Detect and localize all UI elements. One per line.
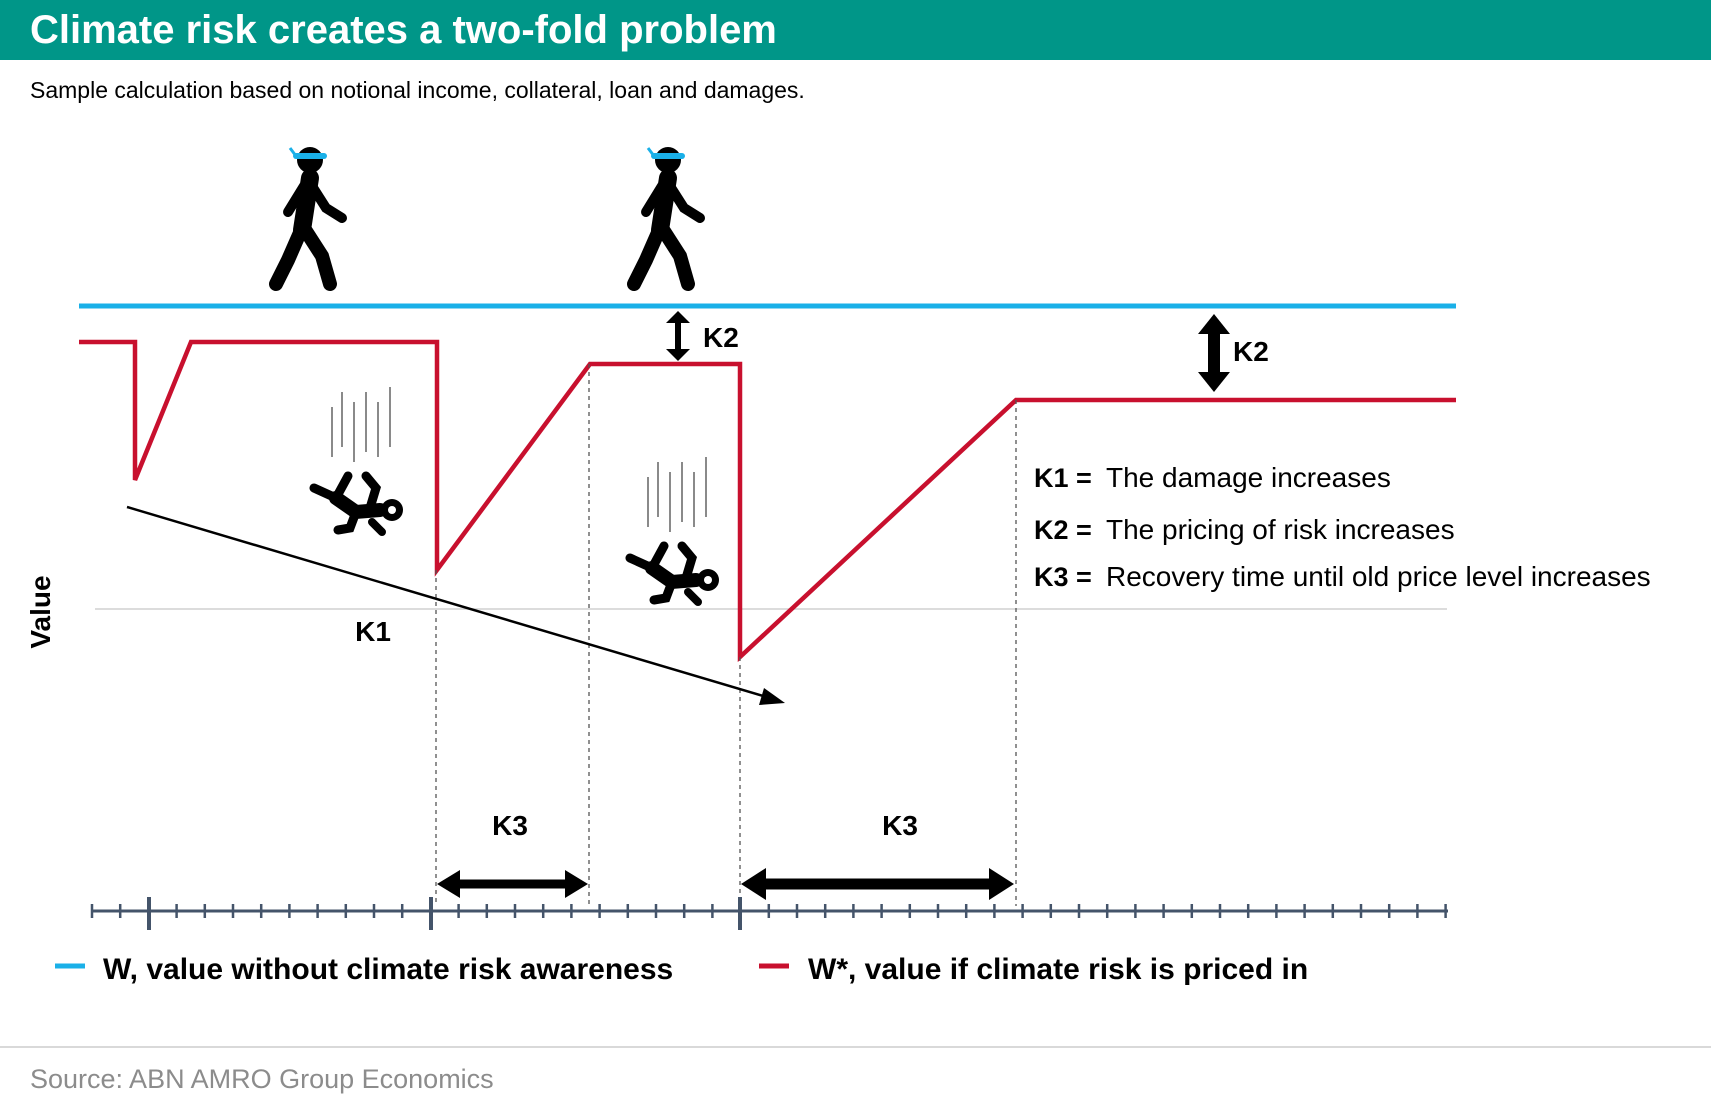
definitions-list: K1 = The damage increases K2 = The prici… (1034, 462, 1651, 592)
k3-label-left: K3 (492, 810, 528, 841)
definition-k3-text: Recovery time until old price level incr… (1106, 561, 1651, 592)
definition-k2-text: The pricing of risk increases (1106, 514, 1455, 545)
k3-label-right: K3 (882, 810, 918, 841)
source-divider (0, 1046, 1711, 1048)
k1-trend-arrow (126, 505, 771, 700)
definition-k1-text: The damage increases (1106, 462, 1391, 493)
y-axis-label: Value (25, 575, 56, 648)
falling-person-icon (630, 457, 719, 602)
dashed-guides (435, 364, 1017, 906)
legend-label-w-star: W*, value if climate risk is priced in (808, 953, 1308, 986)
page-title: Climate risk creates a two-fold problem (30, 8, 777, 52)
k1-arrowhead (759, 688, 785, 705)
falling-person-icon (314, 387, 403, 532)
walking-person-icon (634, 147, 700, 284)
definition-k2-key: K2 = (1034, 515, 1092, 545)
definition-k1-key: K1 = (1034, 463, 1092, 493)
time-axis (90, 897, 1448, 930)
k2-label-right: K2 (1233, 336, 1269, 367)
k1-label: K1 (355, 616, 391, 647)
k2-arrow-large (1198, 314, 1230, 392)
source-note: Source: ABN AMRO Group Economics (30, 1064, 494, 1094)
w-star-line (79, 339, 1456, 663)
k2-arrow-small (666, 311, 690, 361)
page-subtitle: Sample calculation based on notional inc… (30, 77, 805, 103)
header-bar (0, 0, 1711, 60)
k3-arrow-left (437, 870, 588, 898)
legend-label-w: W, value without climate risk awareness (103, 953, 673, 986)
k3-arrow-right (741, 868, 1014, 900)
definition-k3-key: K3 = (1034, 562, 1092, 592)
walking-person-icon (276, 147, 342, 284)
legend: W, value without climate risk awareness … (55, 953, 1308, 986)
k2-label-left: K2 (703, 322, 739, 353)
